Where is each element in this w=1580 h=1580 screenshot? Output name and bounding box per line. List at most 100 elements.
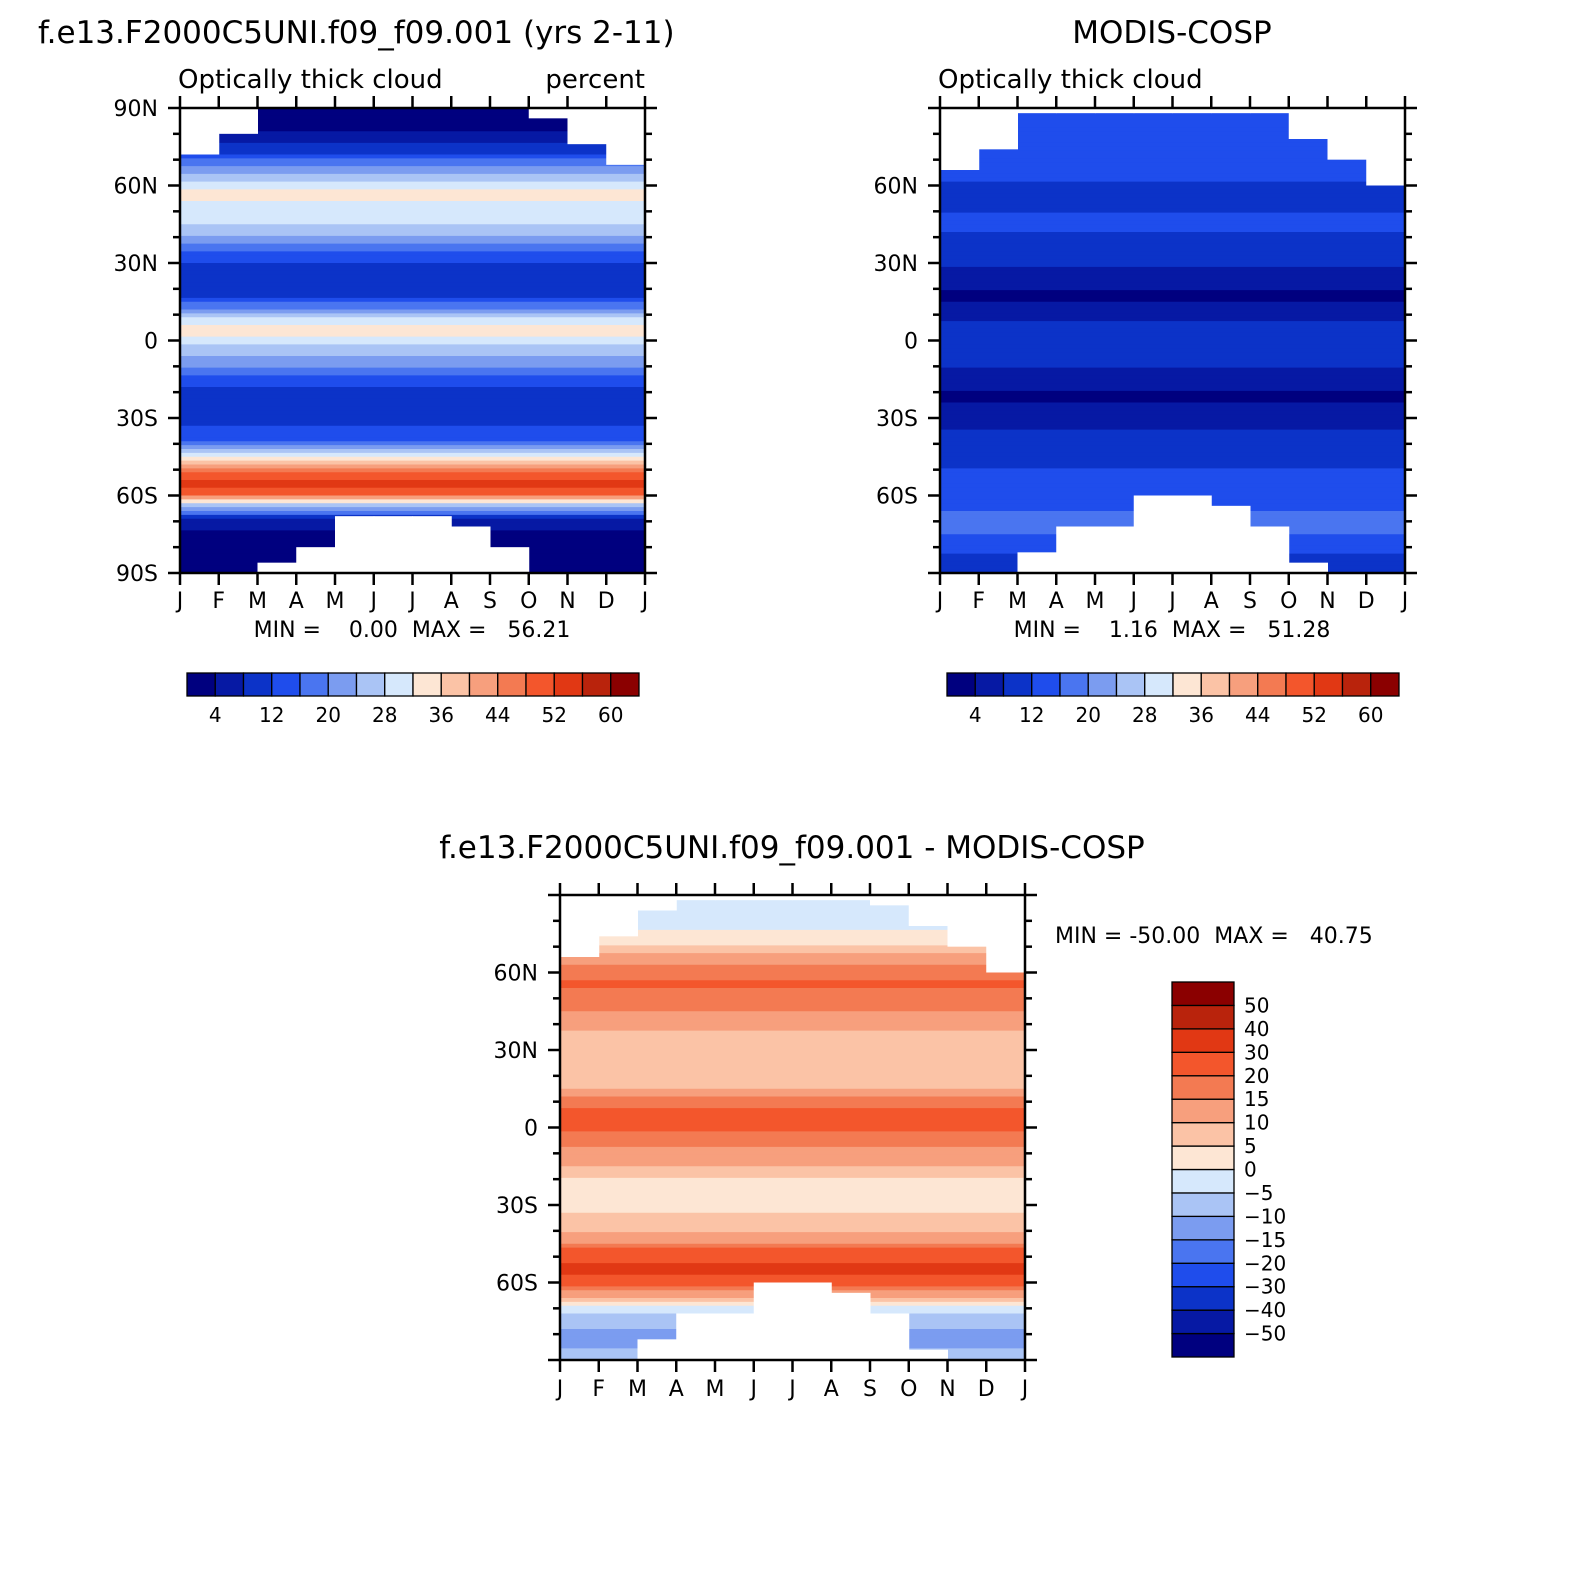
- x-tick-label: D: [978, 1377, 995, 1402]
- field-band: [560, 1143, 1025, 1148]
- panel-obs-mask: [940, 108, 1406, 573]
- colorbar-box: [497, 672, 527, 697]
- panel-model-units: percent: [545, 65, 645, 95]
- x-tick-label: J: [407, 589, 416, 614]
- mask-north: [528, 108, 568, 119]
- y-tick-label: 0: [904, 330, 918, 355]
- mask-south: [1017, 552, 1057, 573]
- field-band: [560, 1019, 1025, 1024]
- field-band: [560, 1278, 1025, 1284]
- colorbar-box: [1171, 1051, 1235, 1077]
- field-band: [940, 476, 1405, 481]
- panel-model-field: [180, 108, 645, 573]
- field-band: [180, 495, 645, 500]
- field-band: [940, 460, 1405, 466]
- x-tick-label: M: [326, 589, 345, 614]
- field-band: [560, 1038, 1025, 1043]
- colorbar-box: [1257, 672, 1287, 697]
- field-band: [560, 1185, 1025, 1191]
- x-tick-label: M: [1086, 589, 1105, 614]
- field-band: [940, 359, 1405, 365]
- field-band: [180, 375, 645, 380]
- mask-south: [296, 547, 336, 573]
- field-band: [180, 344, 645, 349]
- x-tick-label: M: [628, 1377, 647, 1402]
- mask-north: [560, 895, 600, 957]
- field-band: [940, 483, 1405, 489]
- field-band: [180, 146, 645, 152]
- field-band: [560, 984, 1025, 989]
- y-tick-label: 90S: [116, 562, 158, 587]
- field-band: [560, 1181, 1025, 1187]
- field-band: [180, 321, 645, 326]
- colorbar-box: [214, 672, 245, 697]
- field-band: [940, 294, 1405, 299]
- x-tick-label: O: [520, 589, 537, 614]
- field-band: [940, 456, 1405, 462]
- field-band: [940, 166, 1405, 171]
- field-band: [180, 208, 645, 214]
- field-band: [560, 980, 1025, 985]
- field-band: [560, 988, 1025, 993]
- field-band: [940, 421, 1405, 427]
- mask-north: [1327, 108, 1367, 160]
- field-band: [940, 154, 1405, 159]
- field-band: [940, 162, 1405, 167]
- field-band: [940, 247, 1405, 252]
- field-band: [560, 1208, 1025, 1214]
- field-band: [940, 274, 1405, 280]
- x-tick-label: M: [706, 1377, 725, 1402]
- field-band: [180, 336, 645, 342]
- field-band: [180, 456, 645, 462]
- colorbar-label: 0: [1244, 1158, 1257, 1182]
- panel-obs-subtitle: Optically thick cloud: [938, 65, 1203, 95]
- field-band: [180, 204, 645, 210]
- field-band: [560, 1193, 1025, 1198]
- field-band: [560, 1267, 1025, 1272]
- field-band: [560, 922, 1025, 927]
- field-band: [940, 297, 1405, 303]
- field-band: [560, 910, 1025, 915]
- mask-north: [715, 895, 755, 901]
- field-band: [940, 224, 1405, 229]
- colorbar-box: [327, 672, 358, 697]
- colorbar-label: 36: [1189, 703, 1214, 727]
- x-tick-label: J: [640, 589, 649, 614]
- x-tick-label: J: [787, 1377, 796, 1402]
- field-band: [180, 340, 645, 345]
- field-band: [180, 259, 645, 264]
- x-tick-label: S: [483, 589, 497, 614]
- field-band: [180, 441, 645, 446]
- mask-north: [1133, 108, 1173, 114]
- field-band: [180, 383, 645, 388]
- x-tick-label: J: [1167, 589, 1176, 614]
- x-tick-label: J: [1020, 1377, 1029, 1402]
- field-band: [180, 328, 645, 334]
- mask-south: [1211, 505, 1251, 573]
- mask-south: [1095, 526, 1135, 573]
- field-band: [180, 170, 645, 175]
- colorbar-label: −15: [1244, 1228, 1286, 1252]
- mask-south: [792, 1282, 832, 1360]
- colorbar-label: 28: [1132, 703, 1157, 727]
- field-band: [940, 309, 1405, 314]
- field-band: [180, 503, 645, 508]
- colorbar-box: [1171, 1215, 1235, 1241]
- field-band: [180, 437, 645, 442]
- field-band: [180, 406, 645, 411]
- field-band: [560, 1158, 1025, 1163]
- colorbar-box: [1171, 1286, 1235, 1311]
- colorbar-box: [974, 672, 1005, 697]
- mask-south: [1056, 526, 1096, 573]
- field-band: [560, 933, 1025, 939]
- colorbar-label: −30: [1244, 1275, 1286, 1299]
- field-band: [180, 247, 645, 252]
- field-band: [940, 332, 1405, 338]
- y-tick-label: 90N: [114, 97, 158, 122]
- field-band: [940, 139, 1405, 144]
- field-band: [560, 1239, 1025, 1245]
- mask-north: [792, 895, 832, 901]
- field-band: [940, 487, 1405, 493]
- field-band: [560, 1026, 1025, 1032]
